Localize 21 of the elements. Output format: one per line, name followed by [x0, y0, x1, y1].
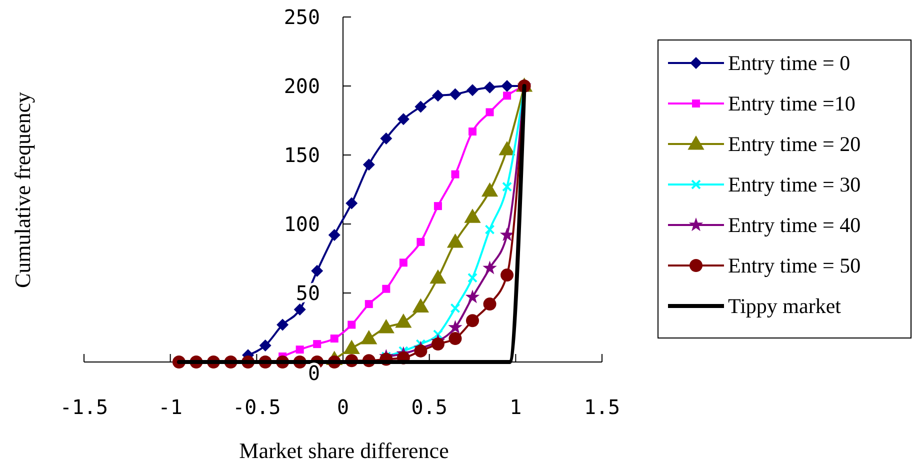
- y-tick-label: 0: [308, 361, 320, 385]
- legend-label: Entry time = 50: [728, 254, 861, 278]
- y-tick-label: 200: [284, 74, 320, 98]
- legend-label: Entry time = 0: [728, 51, 850, 75]
- y-tick-label: 100: [284, 212, 320, 236]
- y-tick-label: 250: [284, 5, 320, 29]
- y-tick-label: 150: [284, 143, 320, 167]
- legend-label: Tippy market: [728, 294, 842, 318]
- legend-label: Entry time = 30: [728, 172, 861, 196]
- legend-label: Entry time = 40: [728, 213, 861, 237]
- y-axis-title: Cumulative frequency: [10, 92, 35, 288]
- legend-label: Entry time =10: [728, 92, 856, 116]
- x-tick-label: -0.5: [232, 395, 281, 419]
- x-tick-label: -1: [158, 395, 182, 419]
- x-tick-label: 0.5: [411, 395, 448, 419]
- x-tick-label: 0: [336, 395, 350, 419]
- x-axis-title: Market share difference: [239, 438, 449, 463]
- legend-label: Entry time = 20: [728, 132, 861, 156]
- x-tick-label: 1.5: [584, 395, 620, 419]
- x-tick-label: -1.5: [60, 395, 108, 419]
- x-tick-label: 1: [510, 395, 522, 419]
